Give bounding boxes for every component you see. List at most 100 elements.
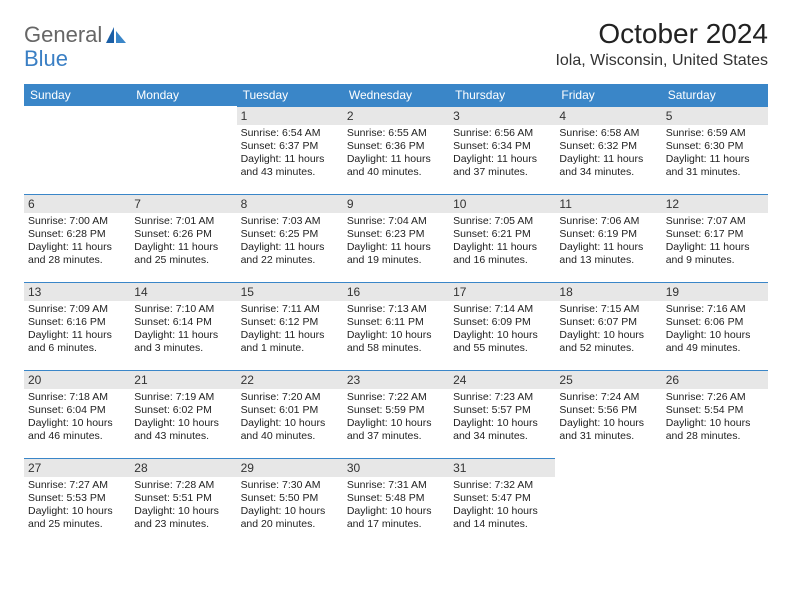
sun-info: Sunrise: 7:22 AMSunset: 5:59 PMDaylight:… (347, 391, 445, 444)
sunrise-text: Sunrise: 7:03 AM (241, 215, 339, 228)
daylight-text: Daylight: 11 hours and 9 minutes. (666, 241, 764, 267)
calendar-week-row: 13Sunrise: 7:09 AMSunset: 6:16 PMDayligh… (24, 282, 768, 370)
day-number: 29 (237, 458, 343, 477)
calendar-cell: 22Sunrise: 7:20 AMSunset: 6:01 PMDayligh… (237, 370, 343, 458)
sunrise-text: Sunrise: 7:30 AM (241, 479, 339, 492)
day-number: 5 (662, 106, 768, 125)
day-number: 9 (343, 194, 449, 213)
calendar-cell: 5Sunrise: 6:59 AMSunset: 6:30 PMDaylight… (662, 106, 768, 194)
sun-info: Sunrise: 7:16 AMSunset: 6:06 PMDaylight:… (666, 303, 764, 356)
sun-info: Sunrise: 7:03 AMSunset: 6:25 PMDaylight:… (241, 215, 339, 268)
sun-info: Sunrise: 7:23 AMSunset: 5:57 PMDaylight:… (453, 391, 551, 444)
sun-info: Sunrise: 6:54 AMSunset: 6:37 PMDaylight:… (241, 127, 339, 180)
sunrise-text: Sunrise: 6:54 AM (241, 127, 339, 140)
daylight-text: Daylight: 10 hours and 52 minutes. (559, 329, 657, 355)
sunrise-text: Sunrise: 7:00 AM (28, 215, 126, 228)
sunrise-text: Sunrise: 7:01 AM (134, 215, 232, 228)
calendar-cell: 6Sunrise: 7:00 AMSunset: 6:28 PMDaylight… (24, 194, 130, 282)
daylight-text: Daylight: 10 hours and 20 minutes. (241, 505, 339, 531)
day-number: 28 (130, 458, 236, 477)
day-number: 12 (662, 194, 768, 213)
logo: General (24, 22, 128, 48)
calendar-cell: 10Sunrise: 7:05 AMSunset: 6:21 PMDayligh… (449, 194, 555, 282)
day-number: 27 (24, 458, 130, 477)
sunrise-text: Sunrise: 6:55 AM (347, 127, 445, 140)
day-number: 26 (662, 370, 768, 389)
header-tuesday: Tuesday (237, 84, 343, 106)
calendar-cell: 19Sunrise: 7:16 AMSunset: 6:06 PMDayligh… (662, 282, 768, 370)
daylight-text: Daylight: 10 hours and 14 minutes. (453, 505, 551, 531)
calendar-cell: 3Sunrise: 6:56 AMSunset: 6:34 PMDaylight… (449, 106, 555, 194)
daylight-text: Daylight: 10 hours and 46 minutes. (28, 417, 126, 443)
sunrise-text: Sunrise: 6:58 AM (559, 127, 657, 140)
sunset-text: Sunset: 6:12 PM (241, 316, 339, 329)
weekday-header-row: Sunday Monday Tuesday Wednesday Thursday… (24, 84, 768, 106)
sunset-text: Sunset: 5:51 PM (134, 492, 232, 505)
sunrise-text: Sunrise: 7:24 AM (559, 391, 657, 404)
sun-info: Sunrise: 7:30 AMSunset: 5:50 PMDaylight:… (241, 479, 339, 532)
daylight-text: Daylight: 10 hours and 25 minutes. (28, 505, 126, 531)
sunrise-text: Sunrise: 7:09 AM (28, 303, 126, 316)
sun-info: Sunrise: 7:04 AMSunset: 6:23 PMDaylight:… (347, 215, 445, 268)
calendar-cell: 8 Sunrise: 7:03 AMSunset: 6:25 PMDaylight… (237, 194, 343, 282)
sunset-text: Sunset: 5:54 PM (666, 404, 764, 417)
day-number: 30 (343, 458, 449, 477)
day-number: 1 (237, 106, 343, 125)
sunset-text: Sunset: 6:07 PM (559, 316, 657, 329)
calendar-cell: 24Sunrise: 7:23 AMSunset: 5:57 PMDayligh… (449, 370, 555, 458)
sunset-text: Sunset: 6:04 PM (28, 404, 126, 417)
daylight-text: Daylight: 11 hours and 34 minutes. (559, 153, 657, 179)
sunset-text: Sunset: 6:28 PM (28, 228, 126, 241)
title-block: October 2024 Iola, Wisconsin, United Sta… (555, 18, 768, 70)
sun-info: Sunrise: 7:09 AMSunset: 6:16 PMDaylight:… (28, 303, 126, 356)
calendar-cell (24, 106, 130, 194)
sunrise-text: Sunrise: 7:23 AM (453, 391, 551, 404)
sunset-text: Sunset: 6:23 PM (347, 228, 445, 241)
calendar-cell: 2Sunrise: 6:55 AMSunset: 6:36 PMDaylight… (343, 106, 449, 194)
calendar-cell: 28Sunrise: 7:28 AMSunset: 5:51 PMDayligh… (130, 458, 236, 546)
calendar-cell: 17Sunrise: 7:14 AMSunset: 6:09 PMDayligh… (449, 282, 555, 370)
day-number: 3 (449, 106, 555, 125)
calendar-week-row: 6Sunrise: 7:00 AMSunset: 6:28 PMDaylight… (24, 194, 768, 282)
daylight-text: Daylight: 11 hours and 43 minutes. (241, 153, 339, 179)
sunset-text: Sunset: 6:32 PM (559, 140, 657, 153)
calendar-cell: 29 Sunrise: 7:30 AMSunset: 5:50 PMDayligh… (237, 458, 343, 546)
calendar-week-row: 20Sunrise: 7:18 AMSunset: 6:04 PMDayligh… (24, 370, 768, 458)
sunrise-text: Sunrise: 7:31 AM (347, 479, 445, 492)
sunset-text: Sunset: 6:21 PM (453, 228, 551, 241)
daylight-text: Daylight: 10 hours and 37 minutes. (347, 417, 445, 443)
sunrise-text: Sunrise: 7:13 AM (347, 303, 445, 316)
header-thursday: Thursday (449, 84, 555, 106)
day-number: 31 (449, 458, 555, 477)
sunset-text: Sunset: 6:36 PM (347, 140, 445, 153)
daylight-text: Daylight: 11 hours and 28 minutes. (28, 241, 126, 267)
calendar-cell: 12Sunrise: 7:07 AMSunset: 6:17 PMDayligh… (662, 194, 768, 282)
daylight-text: Daylight: 10 hours and 40 minutes. (241, 417, 339, 443)
day-number: 20 (24, 370, 130, 389)
daylight-text: Daylight: 10 hours and 28 minutes. (666, 417, 764, 443)
sunrise-text: Sunrise: 7:14 AM (453, 303, 551, 316)
calendar-body: 1 Sunrise: 6:54 AMSunset: 6:37 PMDaylight… (24, 106, 768, 546)
sunset-text: Sunset: 6:19 PM (559, 228, 657, 241)
calendar-cell: 23Sunrise: 7:22 AMSunset: 5:59 PMDayligh… (343, 370, 449, 458)
day-number: 4 (555, 106, 661, 125)
sunset-text: Sunset: 6:17 PM (666, 228, 764, 241)
sunrise-text: Sunrise: 7:11 AM (241, 303, 339, 316)
daylight-text: Daylight: 11 hours and 6 minutes. (28, 329, 126, 355)
day-number: 7 (130, 194, 236, 213)
daylight-text: Daylight: 10 hours and 49 minutes. (666, 329, 764, 355)
day-number: 8 (237, 194, 343, 213)
calendar-cell: 21Sunrise: 7:19 AMSunset: 6:02 PMDayligh… (130, 370, 236, 458)
sunset-text: Sunset: 5:47 PM (453, 492, 551, 505)
sunrise-text: Sunrise: 7:18 AM (28, 391, 126, 404)
calendar-cell (130, 106, 236, 194)
day-number: 21 (130, 370, 236, 389)
day-number: 10 (449, 194, 555, 213)
daylight-text: Daylight: 10 hours and 31 minutes. (559, 417, 657, 443)
logo-text-left: General (24, 22, 102, 48)
sunrise-text: Sunrise: 6:56 AM (453, 127, 551, 140)
sunset-text: Sunset: 6:06 PM (666, 316, 764, 329)
sun-info: Sunrise: 7:31 AMSunset: 5:48 PMDaylight:… (347, 479, 445, 532)
sunset-text: Sunset: 6:30 PM (666, 140, 764, 153)
sunset-text: Sunset: 6:11 PM (347, 316, 445, 329)
